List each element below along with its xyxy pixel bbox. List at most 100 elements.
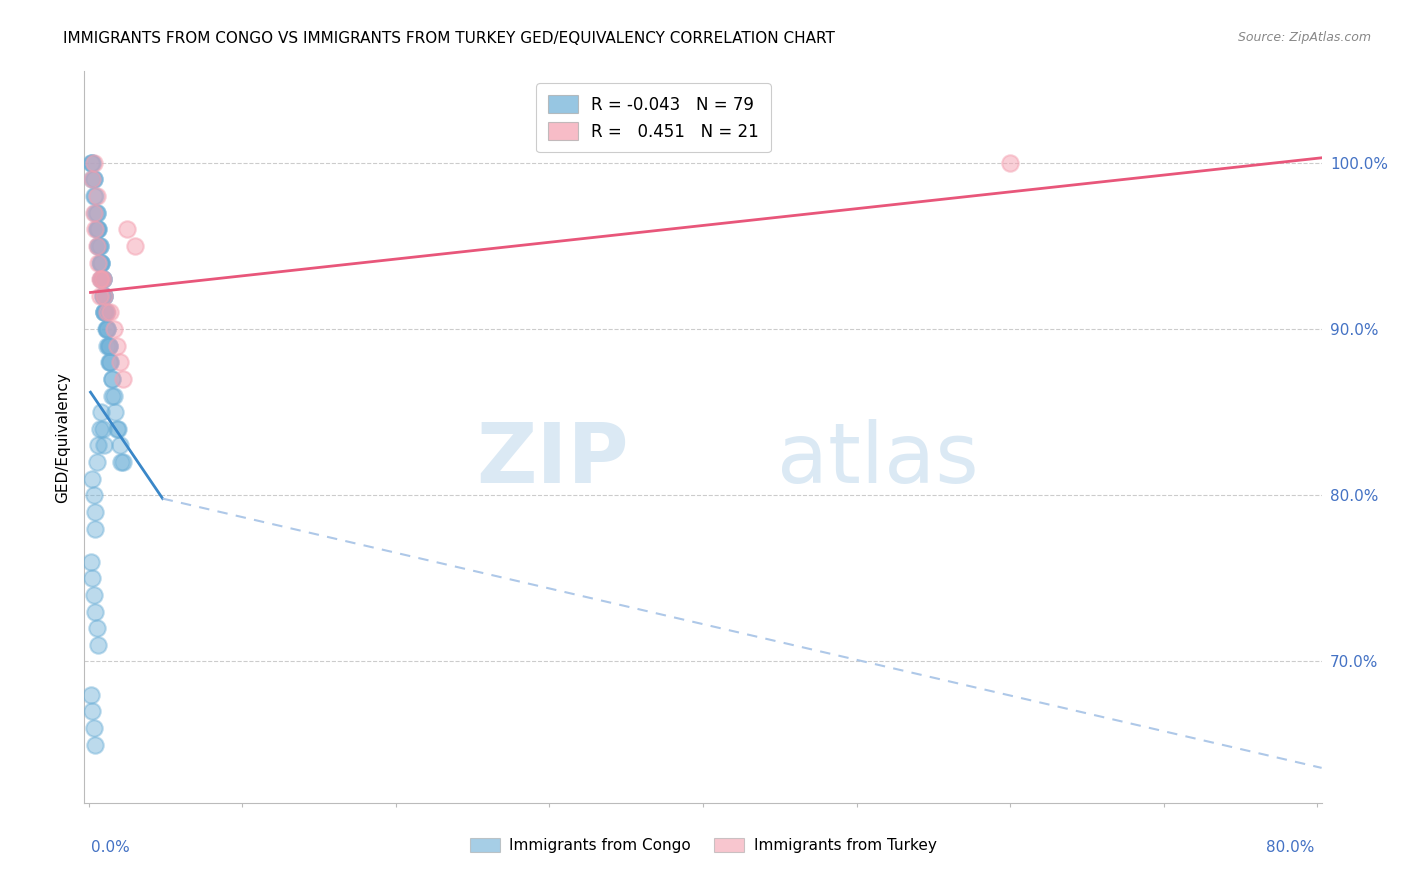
- Point: [105, 422, 128, 436]
- Point: [93, 289, 115, 303]
- Point: [103, 322, 125, 336]
- Text: 0.0%: 0.0%: [91, 839, 131, 855]
- Point: [91, 272, 114, 286]
- Point: [86, 455, 108, 469]
- Point: [97, 339, 120, 353]
- Point: [103, 388, 125, 402]
- Point: [86, 621, 108, 635]
- Point: [101, 372, 124, 386]
- Text: atlas: atlas: [778, 418, 979, 500]
- Point: [93, 289, 115, 303]
- Point: [108, 438, 131, 452]
- Point: [90, 255, 112, 269]
- Point: [108, 355, 131, 369]
- Point: [100, 355, 122, 369]
- Point: [96, 322, 118, 336]
- Point: [84, 205, 107, 219]
- Point: [96, 322, 118, 336]
- Point: [80, 155, 103, 169]
- Point: [94, 305, 117, 319]
- Point: [100, 355, 122, 369]
- Point: [87, 222, 110, 236]
- Point: [84, 189, 107, 203]
- Text: Source: ZipAtlas.com: Source: ZipAtlas.com: [1237, 31, 1371, 45]
- Point: [101, 372, 124, 386]
- Point: [90, 272, 112, 286]
- Point: [83, 721, 105, 735]
- Point: [86, 239, 108, 253]
- Point: [83, 205, 105, 219]
- Point: [91, 289, 114, 303]
- Point: [91, 422, 114, 436]
- Point: [97, 339, 120, 353]
- Point: [83, 588, 105, 602]
- Point: [110, 455, 132, 469]
- Point: [100, 305, 122, 319]
- Point: [90, 272, 112, 286]
- Point: [97, 339, 120, 353]
- Point: [87, 239, 110, 253]
- Point: [80, 472, 103, 486]
- Point: [90, 255, 112, 269]
- Point: [117, 222, 139, 236]
- Point: [90, 272, 112, 286]
- Point: [93, 289, 115, 303]
- Point: [93, 305, 115, 319]
- Point: [87, 239, 110, 253]
- Point: [80, 172, 103, 186]
- Point: [83, 488, 105, 502]
- Point: [89, 255, 111, 269]
- Point: [83, 155, 105, 169]
- Point: [90, 405, 112, 419]
- Point: [80, 571, 103, 585]
- Point: [124, 239, 146, 253]
- Text: ZIP: ZIP: [477, 418, 628, 500]
- Point: [97, 355, 120, 369]
- Point: [86, 205, 108, 219]
- Point: [93, 438, 115, 452]
- Point: [91, 272, 114, 286]
- Point: [94, 305, 117, 319]
- Point: [79, 555, 101, 569]
- Point: [84, 222, 107, 236]
- Y-axis label: GED/Equivalency: GED/Equivalency: [55, 372, 70, 502]
- Point: [111, 455, 134, 469]
- Point: [93, 305, 115, 319]
- Point: [80, 155, 103, 169]
- Point: [89, 289, 111, 303]
- Point: [87, 638, 110, 652]
- Legend: Immigrants from Congo, Immigrants from Turkey: Immigrants from Congo, Immigrants from T…: [464, 831, 942, 859]
- Point: [101, 388, 124, 402]
- Point: [93, 289, 115, 303]
- Point: [83, 172, 105, 186]
- Point: [86, 222, 108, 236]
- Point: [84, 521, 107, 535]
- Point: [79, 688, 101, 702]
- Text: 80.0%: 80.0%: [1267, 839, 1315, 855]
- Point: [94, 322, 117, 336]
- Point: [105, 339, 128, 353]
- Point: [111, 372, 134, 386]
- Point: [80, 172, 103, 186]
- Point: [86, 189, 108, 203]
- Point: [91, 272, 114, 286]
- Point: [107, 422, 129, 436]
- Point: [998, 155, 1021, 169]
- Point: [87, 255, 110, 269]
- Point: [89, 239, 111, 253]
- Point: [96, 305, 118, 319]
- Point: [89, 239, 111, 253]
- Point: [84, 738, 107, 752]
- Point: [104, 405, 127, 419]
- Point: [96, 339, 118, 353]
- Point: [83, 189, 105, 203]
- Point: [86, 222, 108, 236]
- Point: [87, 438, 110, 452]
- Point: [86, 205, 108, 219]
- Point: [79, 155, 101, 169]
- Point: [90, 255, 112, 269]
- Point: [93, 305, 115, 319]
- Point: [91, 289, 114, 303]
- Point: [89, 272, 111, 286]
- Point: [84, 505, 107, 519]
